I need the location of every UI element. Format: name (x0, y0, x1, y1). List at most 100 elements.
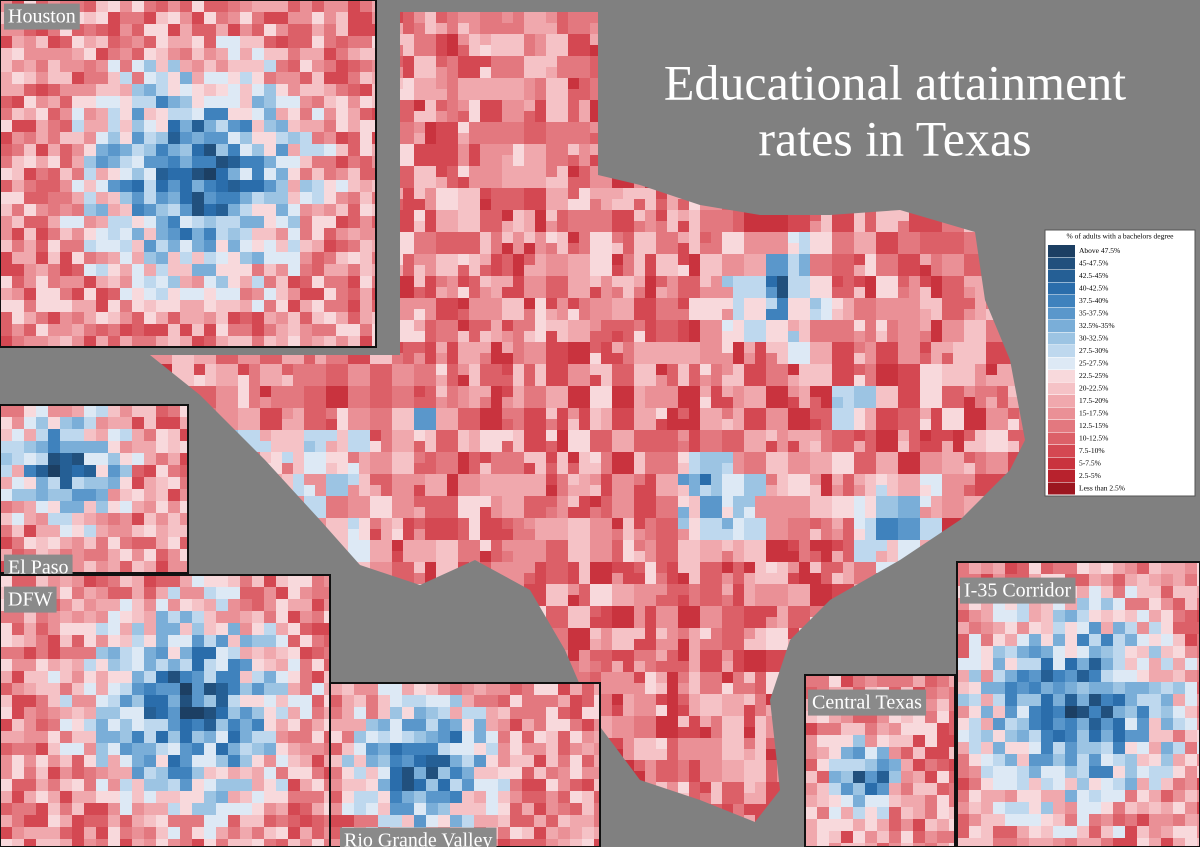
county (678, 716, 689, 727)
county (942, 386, 964, 408)
tract (300, 72, 312, 84)
tract (48, 240, 60, 252)
tract (240, 192, 252, 204)
tract (168, 683, 180, 695)
county (590, 628, 601, 639)
tract (378, 743, 390, 755)
tract (300, 96, 312, 108)
county (304, 430, 315, 441)
tract (84, 252, 96, 264)
county (458, 452, 469, 463)
county (634, 452, 645, 463)
tract (324, 683, 330, 695)
tract (426, 695, 438, 707)
county (370, 474, 381, 485)
county (524, 111, 535, 122)
county (722, 375, 733, 386)
county (656, 419, 667, 430)
tract (120, 264, 132, 276)
county (986, 540, 1008, 562)
tract (96, 84, 108, 96)
county (579, 232, 590, 254)
tract (348, 108, 360, 120)
county (392, 562, 414, 584)
tract (96, 300, 108, 312)
county (403, 34, 414, 56)
county (370, 628, 381, 639)
tract (48, 276, 60, 288)
tract (72, 84, 84, 96)
tract (156, 204, 168, 216)
tract (12, 216, 24, 228)
tract (300, 264, 312, 276)
county (370, 386, 392, 408)
county (392, 56, 403, 67)
tract (48, 525, 60, 537)
tract (132, 501, 144, 513)
county (920, 584, 931, 595)
county (370, 408, 392, 430)
tract (48, 767, 60, 779)
county (810, 364, 832, 386)
county (766, 254, 788, 276)
tract (132, 477, 144, 489)
tract (204, 719, 216, 731)
tract (0, 108, 12, 120)
county (535, 606, 546, 628)
tract (132, 525, 144, 537)
county (645, 276, 656, 298)
tract (84, 156, 96, 168)
tract (252, 276, 264, 288)
tract (156, 611, 168, 623)
tract (108, 719, 120, 731)
county (579, 298, 590, 320)
tract (252, 144, 264, 156)
tract (372, 60, 376, 72)
county (942, 661, 953, 672)
tract (264, 108, 276, 120)
county (458, 540, 480, 562)
county (832, 386, 843, 397)
tract (240, 719, 252, 731)
county (898, 639, 909, 650)
county (546, 12, 557, 23)
tract (60, 731, 72, 743)
tract (342, 719, 354, 731)
county (931, 474, 942, 496)
tract (108, 324, 120, 336)
county (810, 210, 821, 221)
county (271, 430, 282, 452)
tract (498, 827, 510, 839)
county (557, 210, 568, 232)
tract (264, 659, 276, 671)
county (832, 430, 854, 452)
county (920, 166, 942, 188)
tract (438, 767, 450, 779)
county (645, 782, 656, 804)
county (590, 606, 601, 617)
county (414, 320, 425, 331)
tract (36, 623, 48, 635)
county (777, 760, 788, 782)
tract (336, 168, 348, 180)
county (535, 650, 546, 672)
county (370, 672, 381, 683)
county (645, 166, 656, 188)
tract (108, 405, 120, 417)
county (469, 364, 480, 386)
tract (12, 288, 24, 300)
county (898, 210, 909, 221)
county (392, 67, 403, 78)
tract (156, 324, 168, 336)
county (942, 166, 953, 177)
county (392, 386, 414, 408)
county (722, 254, 744, 276)
tract (240, 731, 252, 743)
tract (96, 659, 108, 671)
county (634, 760, 645, 771)
tract (108, 575, 120, 587)
county (876, 276, 898, 298)
tract (180, 324, 192, 336)
tract (24, 429, 36, 441)
tract (156, 288, 168, 300)
